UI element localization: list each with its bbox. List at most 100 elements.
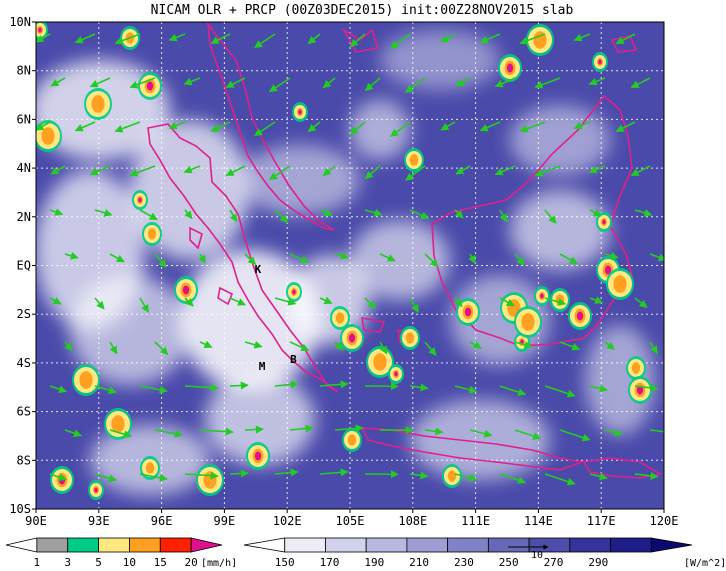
wind-vector [454,297,463,308]
wind-vector [139,209,158,221]
precip-cell [298,109,302,115]
wind-vector [225,77,246,89]
wind-vector [94,473,117,483]
wind-vector [573,121,591,130]
wind-vector [364,297,376,309]
wind-vector [364,165,381,180]
olr-legend-label: 170 [320,556,340,569]
precip-legend-label: 15 [154,556,167,569]
wind-vector [454,473,478,482]
precip-legend-label: 20 [185,556,198,569]
wind-vector [168,33,186,42]
wind-vector [154,429,183,438]
wind-vector [519,33,546,45]
wind-vector [198,253,206,264]
precip-cell [347,434,357,446]
wind-vector [424,341,437,356]
wind-vector [89,165,111,176]
wind-vector [379,253,396,262]
wind-vector [94,209,113,217]
wind-vectors [36,33,664,486]
y-tick-label: 8N [17,64,31,78]
wind-vector [544,473,576,486]
wind-vector [649,253,664,262]
y-tick-label: 10S [9,502,31,516]
wind-vector [634,471,659,480]
wind-vector [479,33,501,44]
wind-vector [289,253,310,264]
wind-vector [307,33,321,45]
wind-vector [89,77,111,88]
precip-legend-swatch [129,537,161,553]
wind-vector [409,471,429,480]
wind-vector [440,121,456,131]
precip-legend-swatch [5,537,38,553]
olr-legend-labels: 150 170 190 210 230 250 270 290 [275,556,608,569]
precip-cell [604,265,612,275]
wind-vector [225,165,246,177]
wind-vector [454,209,464,219]
wind-vector [74,33,96,44]
wind-vector [289,341,310,352]
wind-vector [319,208,333,217]
precip-legend-bar [5,537,223,553]
wind-vector [184,209,193,220]
precip-cell [636,385,644,395]
wind-vector [424,253,439,268]
olr-legend-label: 270 [544,556,564,569]
wind-vector [589,296,604,304]
x-tick-label: 111E [461,514,490,528]
wind-vector [184,297,194,307]
y-tick-label: EQ [17,259,31,273]
wind-vector [139,297,150,313]
precip-legend-label: 10 [123,556,136,569]
wind-vector [109,253,125,263]
wind-vector [168,121,186,130]
olr-legend-label: 230 [454,556,474,569]
wind-vector [274,468,299,477]
y-tick-label: 2N [17,210,31,224]
olr-legend-unit: [W/m^2] [684,558,726,569]
wind-vector [244,340,263,349]
wind-vector [49,473,67,482]
precip-cell [447,470,457,482]
precip-cell [292,289,296,295]
precip-cell [576,311,584,321]
precip-cell [464,307,472,317]
map-plot-area: K M B [36,22,664,509]
olr-legend-swatch [610,537,652,553]
y-tick-label: 8S [17,453,31,467]
precip-cell [613,275,627,293]
olr-legend-label: 210 [409,556,429,569]
wind-vector [74,121,96,132]
location-marker-label: M [259,360,266,373]
wind-vector [254,121,276,137]
precip-cell [254,451,262,461]
x-tick-label: 102E [273,514,302,528]
wind-vector [184,471,219,480]
wind-vector [544,385,576,398]
wind-vector [129,77,156,89]
y-tick-label: 6S [17,405,31,419]
olr-legend-swatch [284,537,326,553]
wind-vector [499,473,527,484]
y-tick-label: 4S [17,356,31,370]
olr-legend-swatch [406,537,449,553]
precip-cell [602,219,606,225]
wind-vector [274,297,297,306]
precip-legend-unit: [mm/h] [201,558,237,569]
olr-legend-label: 290 [588,556,608,569]
precip-cells [36,22,652,500]
olr-legend-swatch [447,537,489,553]
olr-legend-label: 190 [364,556,384,569]
x-tick-label: 108E [398,514,427,528]
coastline-java [360,427,586,471]
wind-vector [634,383,659,392]
wind-vector [49,208,64,216]
olr-legend-swatch [365,537,408,553]
precip-cell [146,81,154,91]
location-marker-label: B [290,353,297,366]
precip-cell [533,31,547,49]
wind-vector [319,468,349,477]
